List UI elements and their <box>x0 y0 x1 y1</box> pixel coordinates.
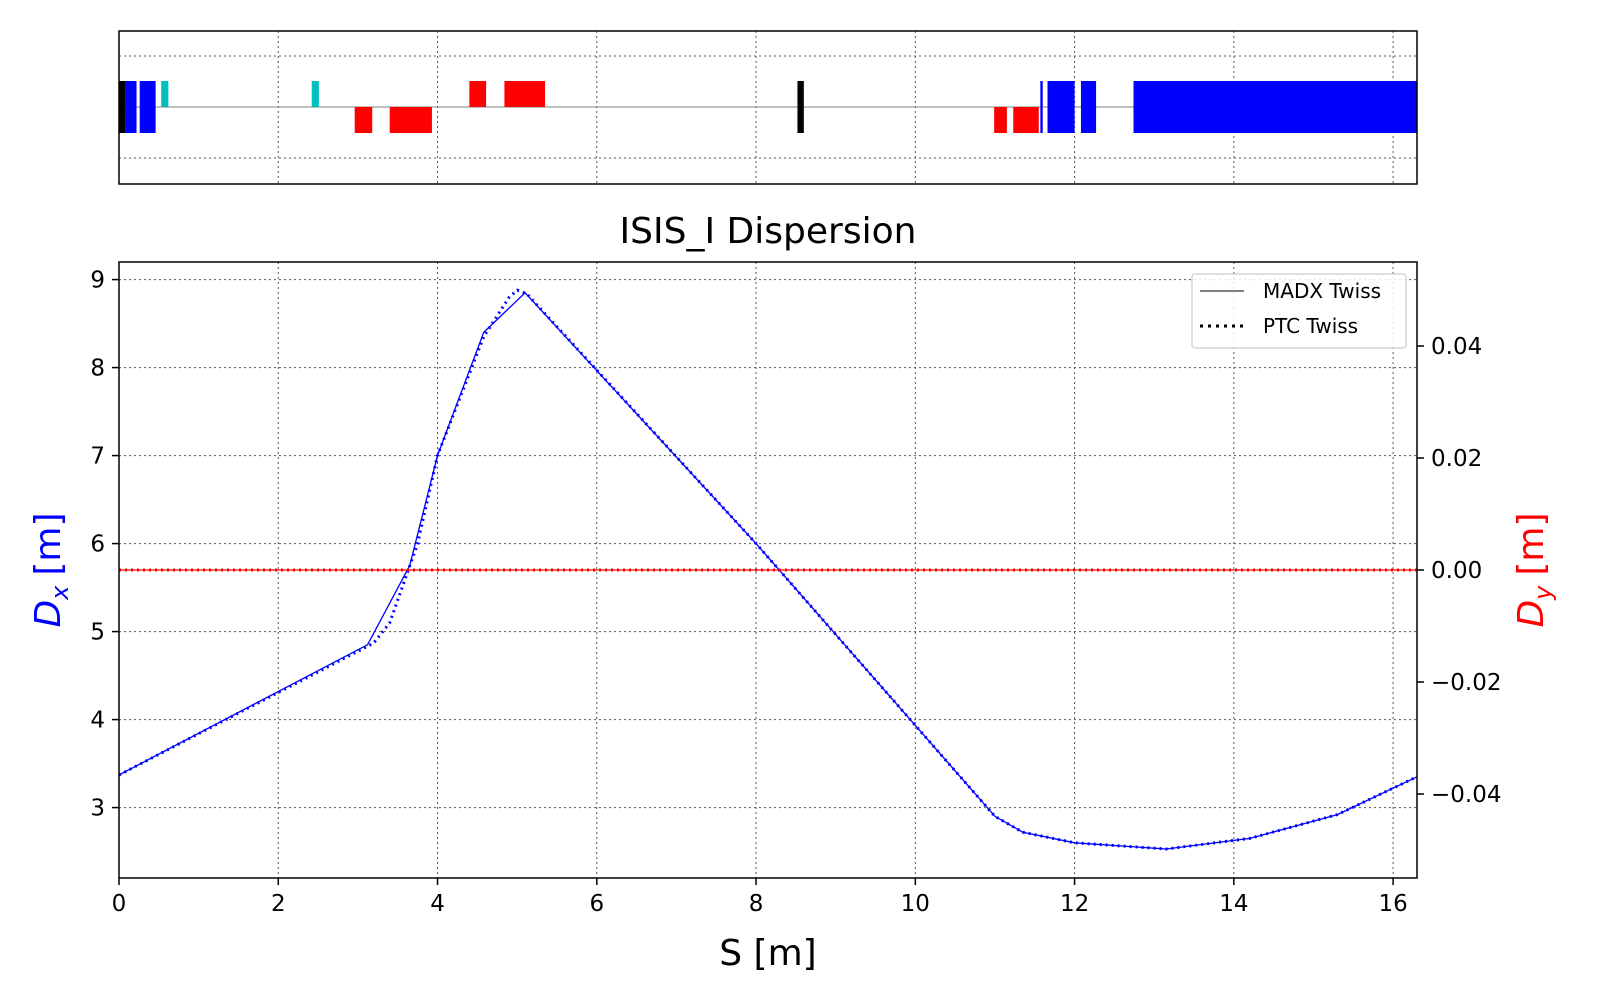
left-y-axis-label: Dx [m] <box>28 512 74 627</box>
left-y-tick-label: 6 <box>90 532 105 558</box>
lattice-element-dipole <box>504 81 546 107</box>
x-tick-label: 12 <box>1060 891 1089 917</box>
lattice-element-dipole <box>469 81 487 107</box>
legend-label-madx: MADX Twiss <box>1263 279 1381 303</box>
x-tick-label: 8 <box>749 891 764 917</box>
x-tick-label: 16 <box>1378 891 1407 917</box>
legend: MADX Twiss PTC Twiss <box>1191 273 1407 349</box>
left-y-label-base: D <box>28 600 69 628</box>
lattice-element-corrector <box>161 81 169 107</box>
lattice-element-marker <box>119 81 126 133</box>
lattice-element-quadrupole <box>125 81 137 133</box>
lattice-element-marker <box>797 81 804 133</box>
lattice-layout-panel <box>118 30 1418 185</box>
x-tick-label: 10 <box>901 891 930 917</box>
lattice-elements <box>119 81 1417 133</box>
left-y-tick-label: 8 <box>90 356 105 382</box>
right-y-tick-label: −0.04 <box>1431 782 1501 808</box>
right-y-label-unit: [m] <box>1511 512 1552 575</box>
x-tick-label: 14 <box>1219 891 1248 917</box>
right-y-axis-label: Dy [m] <box>1511 512 1557 627</box>
dispersion-plot-panel: ISIS_I Dispersion MADX Twiss PTC Twiss 0… <box>28 211 1557 974</box>
legend-box <box>1191 273 1407 349</box>
lattice-element-quadrupole <box>139 81 156 133</box>
left-y-axis-ticks: 3 4 5 6 7 8 9 <box>90 268 119 822</box>
chart-title: ISIS_I Dispersion <box>620 211 917 252</box>
left-y-tick-label: 3 <box>90 796 105 822</box>
lattice-element-quadrupole <box>1080 81 1097 133</box>
left-y-tick-label: 9 <box>90 268 105 294</box>
lattice-element-quadrupole <box>1040 81 1043 133</box>
x-axis-ticks: 0 2 4 6 8 10 12 14 16 <box>112 878 1408 917</box>
dispersion-series <box>118 288 1418 851</box>
legend-label-ptc: PTC Twiss <box>1263 314 1358 338</box>
left-y-label-sub: x <box>46 585 74 601</box>
lattice-element-dipole <box>1013 107 1039 133</box>
left-y-tick-label: 4 <box>90 708 105 734</box>
lattice-element-dipole <box>389 107 432 133</box>
right-y-label-base: D <box>1511 600 1552 628</box>
x-axis-label: S [m] <box>719 933 816 974</box>
right-y-tick-label: 0.00 <box>1431 558 1482 584</box>
lattice-element-quadrupole <box>1133 81 1417 133</box>
right-y-tick-label: 0.02 <box>1431 446 1482 472</box>
right-y-label-sub: y <box>1529 585 1557 601</box>
left-y-label-unit: [m] <box>28 512 69 575</box>
x-tick-label: 6 <box>589 891 604 917</box>
layout-frame <box>118 30 1418 185</box>
lattice-element-quadrupole <box>1047 81 1075 133</box>
x-tick-label: 2 <box>271 891 286 917</box>
lattice-element-dipole <box>354 107 373 133</box>
x-tick-label: 0 <box>112 891 127 917</box>
dx-solid-line <box>118 291 1418 850</box>
right-y-tick-label: −0.02 <box>1431 670 1501 696</box>
lattice-element-dipole <box>994 107 1007 133</box>
lattice-element-corrector <box>311 81 319 107</box>
left-y-tick-label: 7 <box>90 444 105 470</box>
left-y-tick-label: 5 <box>90 620 105 646</box>
x-tick-label: 4 <box>430 891 445 917</box>
right-y-axis-ticks: 0.04 0.02 0.00 −0.02 −0.04 <box>1417 334 1501 808</box>
right-y-tick-label: 0.04 <box>1431 334 1482 360</box>
